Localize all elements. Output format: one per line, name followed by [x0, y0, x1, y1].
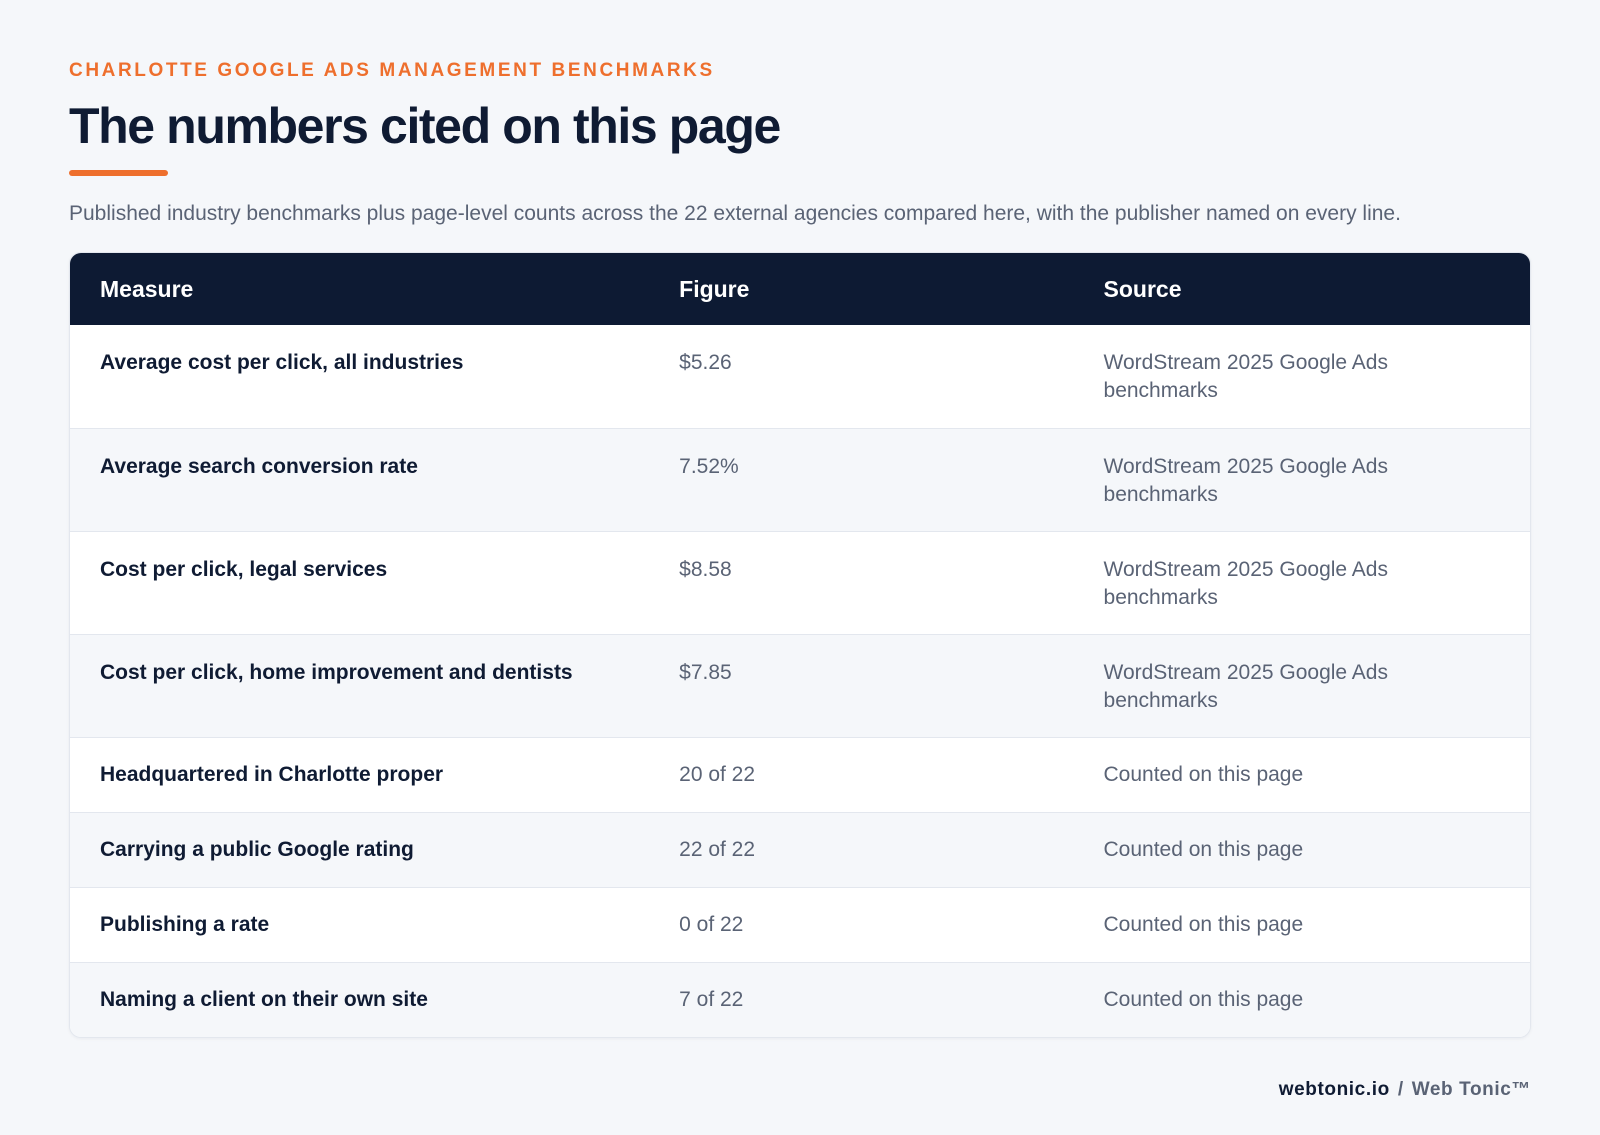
- measure-cell: Average cost per click, all industries: [100, 351, 464, 374]
- table-row: Carrying a public Google rating 22 of 22…: [70, 812, 1530, 887]
- source-cell: WordStream 2025 Google Ads benchmarks: [1103, 661, 1388, 712]
- source-cell: Counted on this page: [1103, 988, 1304, 1011]
- eyebrow-label: CHARLOTTE GOOGLE ADS MANAGEMENT BENCHMAR…: [69, 60, 715, 81]
- source-cell: WordStream 2025 Google Ads benchmarks: [1103, 351, 1388, 402]
- table-row: Naming a client on their own site 7 of 2…: [70, 962, 1530, 1037]
- source-cell: Counted on this page: [1103, 838, 1304, 861]
- figure-cell: $7.85: [679, 661, 732, 684]
- figure-cell: 22 of 22: [679, 838, 756, 861]
- measure-cell: Naming a client on their own site: [100, 988, 428, 1011]
- figure-cell: $5.26: [679, 351, 732, 374]
- table-row: Average cost per click, all industries $…: [70, 325, 1530, 428]
- figure-cell: 20 of 22: [679, 763, 756, 786]
- page-subtitle: Published industry benchmarks plus page-…: [69, 202, 1401, 225]
- measure-cell: Carrying a public Google rating: [100, 838, 414, 861]
- source-cell: WordStream 2025 Google Ads benchmarks: [1103, 455, 1388, 506]
- measure-cell: Headquartered in Charlotte proper: [100, 763, 444, 786]
- source-cell: Counted on this page: [1103, 763, 1304, 786]
- table-row: Cost per click, legal services $8.58 Wor…: [70, 531, 1530, 634]
- footer-domain: webtonic.io: [1278, 1079, 1390, 1100]
- column-header-figure: Figure: [679, 276, 750, 302]
- footer-brand: Web Tonic™: [1411, 1079, 1531, 1100]
- column-header-measure: Measure: [100, 276, 194, 302]
- figure-cell: 0 of 22: [679, 913, 744, 936]
- footer-separator: /: [1397, 1079, 1404, 1100]
- figure-cell: 7.52%: [679, 455, 739, 478]
- table-header: Measure Figure Source: [70, 253, 1530, 325]
- title-accent-divider: [69, 170, 168, 176]
- figure-cell: $8.58: [679, 558, 732, 581]
- source-cell: Counted on this page: [1103, 913, 1304, 936]
- page-title: The numbers cited on this page: [69, 98, 781, 154]
- table-row: Headquartered in Charlotte proper 20 of …: [70, 737, 1530, 812]
- measure-cell: Publishing a rate: [100, 913, 270, 936]
- table-row: Publishing a rate 0 of 22 Counted on thi…: [70, 887, 1530, 962]
- measure-cell: Average search conversion rate: [100, 455, 418, 478]
- measure-cell: Cost per click, home improvement and den…: [100, 661, 573, 684]
- source-cell: WordStream 2025 Google Ads benchmarks: [1103, 558, 1388, 609]
- column-header-source: Source: [1103, 276, 1182, 302]
- table-row: Average search conversion rate 7.52% Wor…: [70, 428, 1530, 531]
- figure-cell: 7 of 22: [679, 988, 744, 1011]
- table-row: Cost per click, home improvement and den…: [70, 634, 1530, 737]
- footer-credit: webtonic.io / Web Tonic™: [1279, 1077, 1531, 1103]
- measure-cell: Cost per click, legal services: [100, 558, 388, 581]
- benchmarks-table: Measure Figure Source Average cost per c…: [69, 252, 1531, 1038]
